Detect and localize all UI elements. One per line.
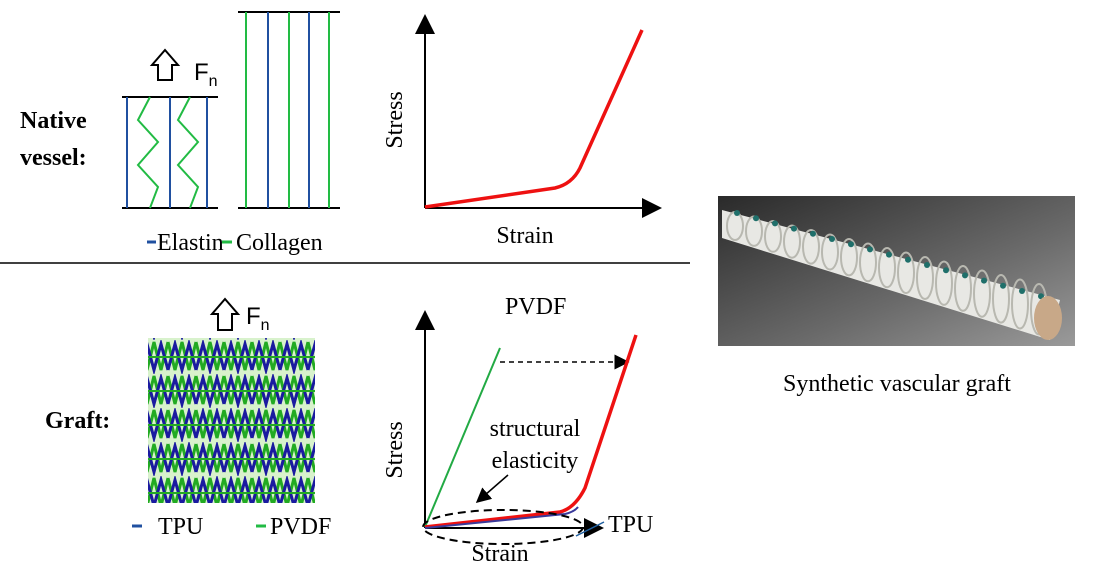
force-arrow xyxy=(209,297,241,331)
graft-ring xyxy=(935,260,953,306)
graft-ring xyxy=(840,238,858,277)
force-label: Fn xyxy=(246,303,270,334)
force-label: Fn xyxy=(194,59,218,90)
graft-dot xyxy=(886,251,892,258)
axis-label: Strain xyxy=(471,541,528,565)
graft-ring xyxy=(992,274,1010,324)
pvdf-curve xyxy=(424,347,501,528)
graft-dot xyxy=(962,272,968,279)
graft-dot xyxy=(848,241,854,248)
graft-ring xyxy=(916,256,934,300)
graft-dot xyxy=(772,220,778,227)
annotation: elasticity xyxy=(492,448,579,474)
graft-ring xyxy=(1011,278,1029,330)
graft-dot xyxy=(810,230,816,237)
panel-title: Graft: xyxy=(45,408,110,434)
graft-dot xyxy=(905,256,911,263)
axes xyxy=(415,14,662,218)
annotation-arrow xyxy=(475,474,509,503)
graft-dot xyxy=(1019,288,1025,294)
curve-label: TPU xyxy=(608,512,653,538)
graft-ring xyxy=(897,251,915,295)
axis-label: Strain xyxy=(496,223,553,249)
graft-dot xyxy=(829,236,835,242)
graft-dot xyxy=(943,267,949,274)
graft-ring xyxy=(764,220,782,253)
elasticity-ellipse xyxy=(422,509,584,545)
stress-curve xyxy=(424,29,644,209)
tpu-curve xyxy=(424,506,579,529)
legend-label: PVDF xyxy=(270,514,331,540)
label-leader xyxy=(575,521,605,537)
annotation: structural xyxy=(490,416,581,442)
graft-curve xyxy=(424,334,638,529)
mesh-image xyxy=(148,338,315,503)
graft-ring xyxy=(783,224,801,259)
legend-label: Elastin xyxy=(157,230,224,256)
graft-dot xyxy=(1038,293,1044,300)
curve-label: PVDF xyxy=(505,294,566,320)
graft-dot xyxy=(791,225,797,232)
graft-ring xyxy=(973,269,991,318)
graft-dot xyxy=(867,246,873,253)
panel-title: Native xyxy=(20,108,87,134)
graft-dot xyxy=(753,215,759,222)
legend-label: Collagen xyxy=(236,230,323,256)
graft-ring xyxy=(954,265,972,312)
graft-ring xyxy=(878,247,896,289)
graft-ring xyxy=(859,242,877,283)
native-structure xyxy=(122,11,340,209)
legend-label: TPU xyxy=(158,514,203,540)
axis-label: Stress xyxy=(382,91,408,148)
graft-dot xyxy=(924,262,930,268)
graft-ring xyxy=(802,229,820,265)
graft-photo xyxy=(718,196,1075,346)
axes xyxy=(415,310,604,538)
graft-ring xyxy=(821,233,839,271)
panel-title: vessel: xyxy=(20,145,87,171)
graft-dot xyxy=(1000,282,1006,289)
graft-dot xyxy=(981,277,987,284)
axis-label: Stress xyxy=(382,421,408,478)
graft-dot xyxy=(734,210,740,216)
caption: Synthetic vascular graft xyxy=(783,371,1011,397)
